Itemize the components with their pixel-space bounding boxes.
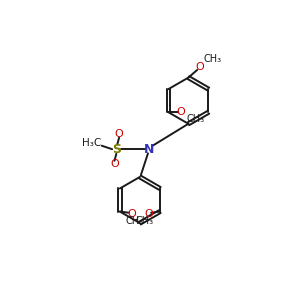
Text: CH₃: CH₃ (204, 54, 222, 64)
Text: S: S (112, 143, 121, 156)
Text: O: O (177, 107, 185, 117)
Text: O: O (127, 209, 136, 219)
Text: O: O (144, 209, 153, 219)
Text: N: N (144, 143, 154, 156)
Text: CH₃: CH₃ (186, 114, 205, 124)
Text: O: O (110, 159, 119, 169)
Text: CH₃: CH₃ (136, 216, 154, 226)
Text: O: O (196, 62, 204, 72)
Text: H₃C: H₃C (82, 138, 101, 148)
Text: O: O (115, 129, 124, 139)
Text: CH₃: CH₃ (126, 216, 144, 226)
